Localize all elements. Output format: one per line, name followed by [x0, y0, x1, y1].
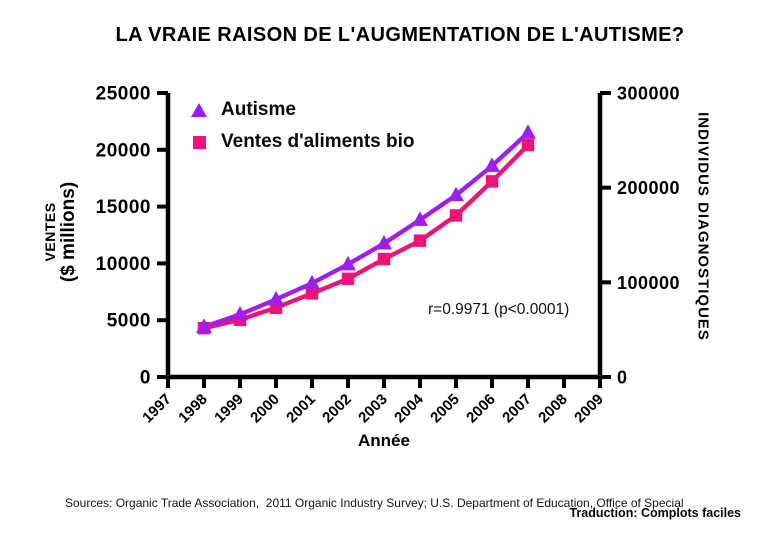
legend-item-autisme: Autisme	[188, 94, 415, 126]
y-left-tick-label: 0	[140, 368, 151, 389]
sources-text: Sources: Organic Trade Association, 2011…	[65, 460, 684, 536]
correlation-annotation: r=0.9971 (p<0.0001)	[428, 301, 570, 318]
triangle-marker-icon	[191, 103, 207, 117]
y-right-tick-label: 200000	[617, 178, 680, 198]
y-left-tick-label: 25000	[96, 84, 151, 105]
x-tick-label: 2000	[247, 391, 283, 427]
y-left-tick-label: 15000	[96, 197, 151, 218]
data-point-square	[305, 287, 319, 300]
y-axis-title-left-line1: VENTES	[42, 202, 59, 262]
data-point-triangle	[232, 306, 248, 321]
y-right-tick-label: 100000	[617, 273, 680, 293]
y-axis-title-left-line2: ($ millions)	[58, 181, 80, 283]
data-point-triangle	[412, 211, 428, 226]
y-axis-title-right: INDIVIDUS DIAGNOSTIQUES	[694, 112, 712, 341]
data-point-triangle	[520, 124, 536, 139]
legend-label-autisme: Autisme	[221, 99, 296, 120]
data-point-square	[341, 272, 355, 286]
x-tick-label: 2007	[499, 391, 535, 427]
x-tick-label: 2009	[571, 391, 607, 427]
legend-item-ventes-bio: Ventes d'aliments bio	[188, 126, 415, 158]
square-marker-icon	[192, 135, 206, 149]
x-axis-title: Année	[358, 431, 410, 450]
data-point-triangle	[376, 235, 392, 250]
y-left-tick-label: 10000	[96, 254, 151, 275]
x-tick-label: 2008	[535, 391, 571, 427]
data-point-triangle	[448, 186, 464, 202]
x-tick-label: 1997	[139, 391, 175, 427]
series-line-1	[201, 142, 531, 331]
legend-marker-box	[188, 103, 210, 117]
x-tick-label: 1998	[175, 391, 211, 427]
chart-title: LA VRAIE RAISON DE L'AUGMENTATION DE L'A…	[115, 24, 685, 46]
data-point-square	[485, 175, 499, 188]
x-tick-label: 2006	[463, 391, 499, 427]
x-tick-label: 1999	[211, 391, 247, 427]
x-tick-label: 2004	[391, 390, 427, 426]
data-point-square	[413, 234, 427, 247]
y-left-tick-label: 20000	[96, 140, 151, 161]
legend-label-ventes-bio: Ventes d'aliments bio	[221, 131, 415, 152]
data-point-triangle	[304, 274, 320, 290]
y-left-tick-label: 5000	[107, 311, 151, 332]
chart-legend: Autisme Ventes d'aliments bio	[188, 94, 415, 158]
y-right-tick-label: 300000	[617, 84, 680, 104]
data-point-square	[377, 252, 391, 266]
sources-line: Sources: Organic Trade Association, 2011…	[65, 496, 684, 510]
data-point-triangle	[196, 318, 212, 333]
translation-credit: Traduction: Complots faciles	[569, 506, 741, 520]
x-tick-label: 2003	[355, 391, 391, 427]
data-point-triangle	[484, 157, 500, 172]
x-tick-label: 2002	[319, 391, 355, 427]
y-axis-title-left: VENTES ($ millions)	[42, 132, 80, 332]
data-point-triangle	[340, 255, 356, 271]
series-line-0	[201, 130, 531, 329]
legend-marker-box	[188, 135, 210, 149]
data-point-square	[521, 138, 535, 152]
data-point-triangle	[268, 290, 284, 306]
x-tick-label: 2001	[283, 391, 319, 427]
data-point-square	[449, 209, 463, 222]
x-tick-label: 2005	[427, 391, 463, 427]
y-right-tick-label: 0	[617, 368, 628, 388]
